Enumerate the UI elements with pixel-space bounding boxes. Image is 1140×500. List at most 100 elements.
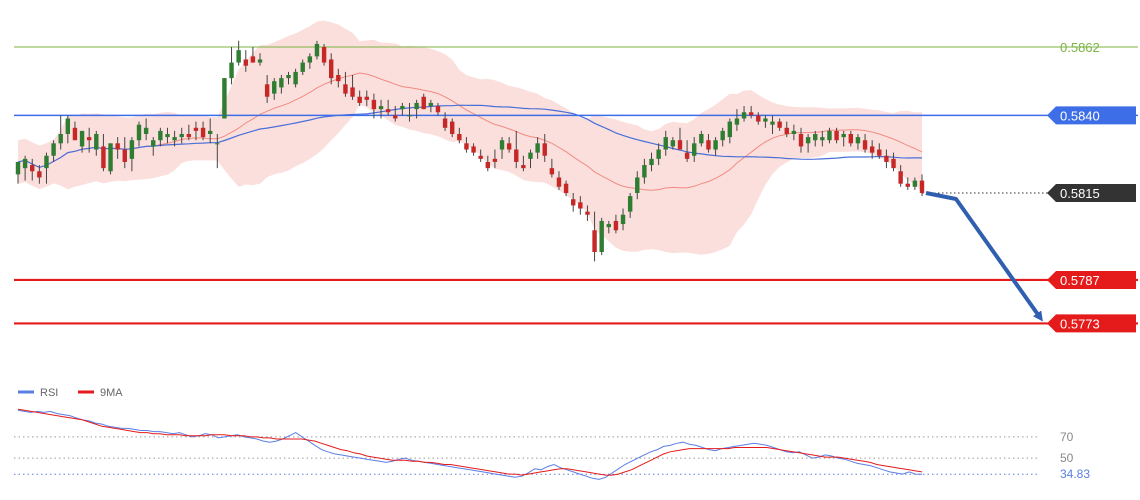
bollinger-band bbox=[18, 20, 922, 255]
price-levels bbox=[14, 46, 1138, 325]
candle bbox=[706, 134, 711, 153]
candle bbox=[407, 102, 412, 122]
candle bbox=[243, 50, 248, 72]
candle bbox=[862, 134, 868, 153]
candle-body bbox=[328, 59, 334, 79]
candle bbox=[471, 143, 476, 156]
candle-body bbox=[606, 224, 612, 228]
candle bbox=[143, 118, 149, 141]
rsi-level-label: 50 bbox=[1060, 451, 1074, 465]
candle-body bbox=[763, 118, 768, 122]
badge-shape bbox=[1047, 270, 1136, 289]
price-badge: 0.5815 bbox=[1047, 184, 1136, 202]
candle bbox=[257, 53, 263, 66]
candle bbox=[478, 149, 483, 162]
candle-body bbox=[307, 56, 313, 63]
candle bbox=[506, 137, 512, 153]
candle bbox=[692, 137, 697, 162]
candle-body bbox=[15, 161, 21, 175]
candle bbox=[158, 127, 163, 147]
candle-body bbox=[649, 158, 654, 166]
candle-body bbox=[478, 155, 483, 159]
candle-body bbox=[286, 75, 291, 79]
candle bbox=[343, 71, 348, 97]
band-fill bbox=[18, 20, 922, 255]
candle-body bbox=[727, 121, 733, 138]
candle-body bbox=[172, 137, 177, 141]
candle bbox=[300, 59, 305, 75]
candle bbox=[734, 109, 740, 131]
candle bbox=[115, 137, 120, 159]
candle-body bbox=[421, 96, 426, 110]
candle bbox=[756, 112, 761, 125]
candle-body bbox=[506, 143, 512, 150]
candle bbox=[442, 112, 448, 131]
candle bbox=[193, 121, 199, 141]
candle-body bbox=[756, 115, 761, 122]
candle-body bbox=[22, 158, 28, 169]
candle-body bbox=[813, 134, 818, 141]
candle-body bbox=[79, 130, 85, 147]
candle-body bbox=[706, 140, 711, 150]
candle bbox=[912, 177, 918, 190]
candle-body bbox=[535, 143, 540, 153]
candle bbox=[236, 40, 241, 66]
candle-body bbox=[848, 134, 854, 144]
candle bbox=[364, 90, 369, 107]
candle-body bbox=[449, 121, 455, 134]
candle-body bbox=[37, 171, 42, 178]
candle-body bbox=[677, 140, 683, 150]
candle-body bbox=[613, 220, 619, 231]
price-badge: 0.5787 bbox=[1047, 270, 1136, 289]
candle bbox=[293, 68, 298, 88]
candle-body bbox=[877, 149, 882, 156]
candle-body bbox=[670, 140, 676, 147]
candle bbox=[371, 93, 377, 119]
candle bbox=[485, 155, 491, 172]
candle-body bbox=[393, 115, 398, 119]
candle-body bbox=[58, 134, 63, 144]
candle bbox=[855, 134, 861, 150]
price-badge: 0.5840 bbox=[1047, 106, 1136, 125]
badge-label: 0.5815 bbox=[1060, 186, 1100, 201]
candle bbox=[279, 75, 284, 94]
candle-body bbox=[770, 121, 775, 125]
candle bbox=[656, 143, 661, 166]
candle bbox=[571, 193, 576, 212]
candle-body bbox=[236, 50, 241, 63]
candle bbox=[328, 53, 334, 85]
candle bbox=[620, 208, 626, 231]
candle bbox=[677, 127, 683, 150]
candle-body bbox=[65, 118, 71, 134]
candle bbox=[898, 165, 903, 187]
candle bbox=[72, 121, 78, 141]
candle-body bbox=[108, 143, 113, 172]
candle bbox=[635, 171, 640, 200]
candle-body bbox=[414, 102, 419, 110]
candle bbox=[122, 137, 127, 169]
candle bbox=[791, 124, 797, 141]
candle-body bbox=[300, 62, 305, 72]
candle-body bbox=[314, 43, 320, 57]
moving-averages bbox=[17, 72, 923, 191]
candle bbox=[94, 130, 99, 156]
candle bbox=[585, 205, 590, 221]
candle-body bbox=[115, 143, 120, 150]
candlesticks bbox=[15, 40, 925, 262]
candle bbox=[464, 137, 469, 153]
candle bbox=[670, 137, 676, 150]
candle-body bbox=[556, 177, 562, 187]
projection bbox=[925, 191, 1043, 322]
candle bbox=[457, 127, 462, 144]
candle-body bbox=[293, 71, 298, 85]
candle-body bbox=[193, 127, 199, 131]
candle bbox=[713, 137, 718, 156]
candle bbox=[101, 134, 106, 172]
candle-body bbox=[215, 143, 220, 145]
candle bbox=[642, 158, 647, 184]
candle bbox=[136, 121, 142, 147]
candle-body bbox=[820, 137, 825, 141]
candle bbox=[542, 134, 547, 162]
candle bbox=[492, 149, 498, 169]
